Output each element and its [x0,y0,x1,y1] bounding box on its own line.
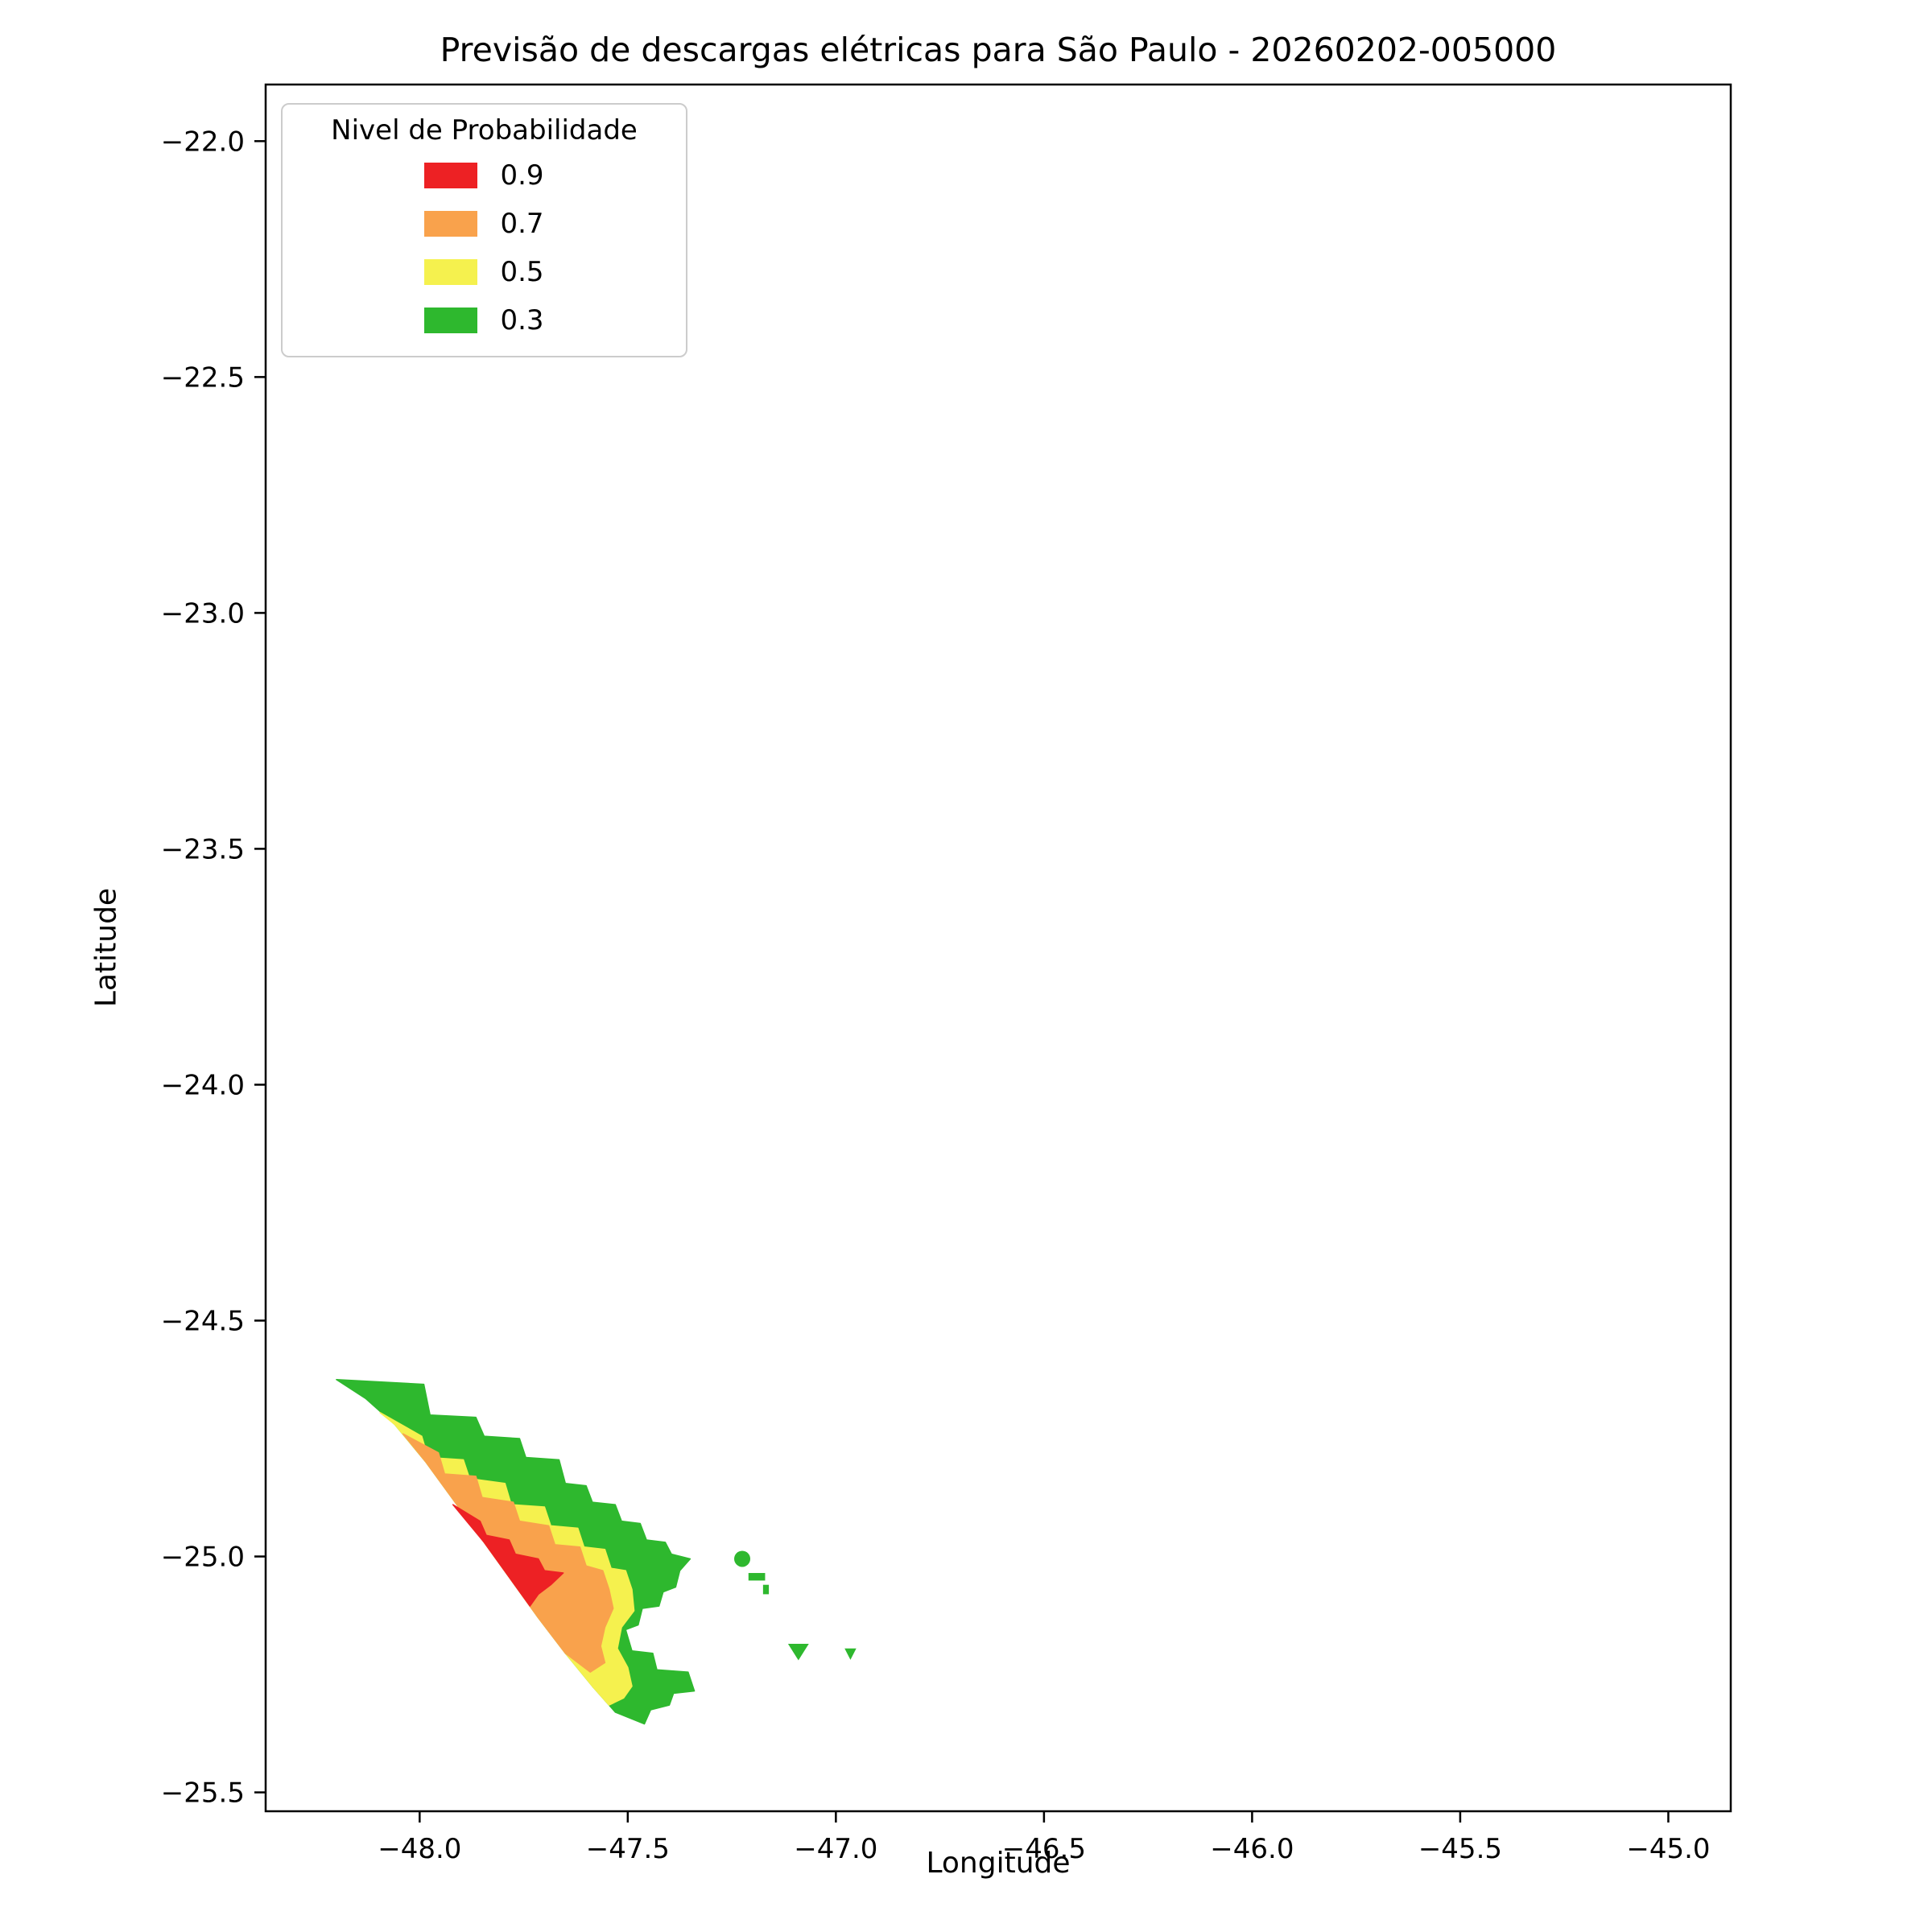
x-tick-label: −46.0 [1210,1833,1294,1865]
y-tick-label: −25.0 [161,1542,245,1574]
legend-label: 0.3 [500,304,544,336]
x-tick-label: −47.5 [586,1833,670,1865]
x-axis-label: Longitude [926,1847,1071,1880]
marker-triangle [787,1643,809,1661]
marker-triangle [844,1648,857,1660]
legend-item: 0.5 [291,248,678,296]
y-tick-label: −22.0 [161,126,245,158]
y-tick-label: −24.0 [161,1069,245,1101]
x-tick-label: −45.0 [1626,1833,1710,1865]
legend-item: 0.7 [291,200,678,248]
axes-border [264,83,1732,1813]
x-tick-label: −46.5 [1002,1833,1086,1865]
y-tick-label: −23.5 [161,833,245,865]
legend-swatch-0.3-icon [424,308,478,333]
legend-title: Nivel de Probabilidade [331,114,638,147]
marker-dot [734,1550,751,1567]
x-tick-label: −47.0 [794,1833,877,1865]
marker-patch [748,1573,766,1581]
legend-label: 0.7 [500,208,544,240]
legend-swatch-0.7-icon [424,211,478,237]
y-tick-label: −25.5 [161,1777,245,1810]
legend-swatch-0.5-icon [424,259,478,285]
legend: Nivel de Probabilidade 0.9 0.7 0.5 0.3 [281,103,687,357]
y-tick-label: −23.0 [161,597,245,630]
legend-item: 0.3 [291,296,678,345]
y-tick-label: −22.5 [161,361,245,394]
legend-label: 0.9 [500,159,544,192]
legend-swatch-0.9-icon [424,163,478,188]
x-tick-label: −48.0 [378,1833,461,1865]
x-tick-label: −45.5 [1418,1833,1502,1865]
y-axis-label: Latitude [89,887,123,1008]
contour-region-0.9 [452,1504,564,1607]
marker-patch [762,1584,770,1595]
legend-item: 0.9 [291,151,678,200]
legend-label: 0.5 [500,256,544,288]
y-tick-label: −24.5 [161,1305,245,1337]
chart-title: Previsão de descargas elétricas para São… [440,31,1557,69]
